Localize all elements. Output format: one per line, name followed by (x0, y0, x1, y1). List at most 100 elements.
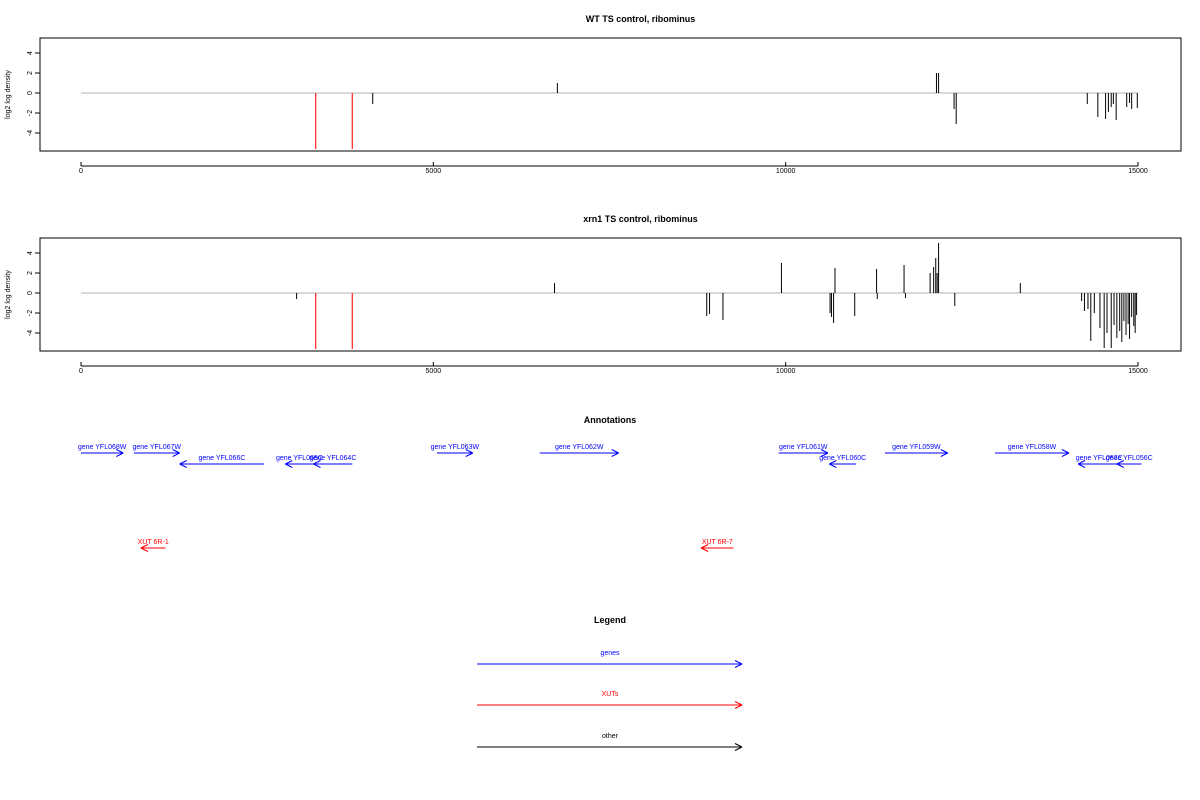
arrow-head (829, 463, 837, 468)
y-tick-label: 2 (27, 271, 34, 275)
y-axis-label: log2 log density (5, 70, 12, 119)
feature-label: gene YFL060C (819, 455, 866, 462)
annotation-feature: gene YFL068W (78, 444, 127, 457)
arrow-head (285, 463, 293, 468)
arrow-head (1061, 449, 1070, 454)
arrow-head (116, 449, 124, 454)
y-tick-label: 2 (27, 71, 34, 75)
feature-label: gene YFL059W (892, 444, 941, 451)
y-tick-label: 4 (27, 251, 34, 255)
arrow-head (1116, 460, 1125, 465)
y-tick-label: 0 (27, 91, 34, 95)
legend-item-XUTs: XUTs (477, 691, 743, 709)
arrow-head (116, 452, 124, 457)
feature-label: gene YFL061W (779, 444, 828, 451)
arrow-head (734, 660, 743, 665)
annotation-feature: gene YFL062W (539, 444, 619, 457)
arrow-head (734, 704, 743, 709)
y-tick-label: 4 (27, 51, 34, 55)
x-axis: 0 5000 10000 15000 (79, 362, 1148, 375)
arrow-head (179, 460, 187, 465)
annotation-feature: XUT 6R-7 (700, 539, 734, 552)
arrow-head (285, 460, 293, 465)
annotation-feature: gene YFL065C (276, 455, 323, 468)
y-tick-label: -4 (27, 330, 34, 336)
annotations-panel: Annotations gene YFL068W gene YFL067W gene … (78, 415, 1153, 552)
annotation-feature: gene YFL063W (431, 444, 480, 457)
legend-label: XUTs (602, 691, 619, 698)
legend-item-genes: genes (477, 650, 743, 668)
legend-label: genes (600, 650, 620, 657)
x-axis: 0 5000 10000 15000 (79, 162, 1148, 175)
arrow-head (140, 547, 149, 552)
arrow-head (1077, 460, 1086, 465)
y-tick-label: -2 (27, 310, 34, 316)
arrow-head (313, 463, 321, 468)
arrow-head (1061, 452, 1070, 457)
annotation-feature: gene YFL056C (1106, 455, 1153, 468)
legend-title: Legend (594, 615, 626, 625)
track-panel-1: WT TS control, ribominus -4 -2 0 2 4 log2 log … (5, 14, 1182, 175)
arrow-head (940, 449, 948, 454)
plot-frame (39, 237, 1182, 352)
arrow-head (829, 460, 837, 465)
arrow-head (820, 449, 829, 454)
x-tick-label: 0 (79, 168, 83, 175)
track-panel-2: xrn1 TS control, ribominus -4 -2 0 2 4 log2 lo… (5, 214, 1182, 375)
annotation-feature: gene YFL066C (179, 455, 265, 468)
annotation-feature: gene YFL067W (132, 444, 181, 457)
arrow-head (313, 460, 321, 465)
arrow-head (140, 544, 149, 549)
y-tick-label: -2 (27, 110, 34, 116)
annotation-feature: XUT 6R-1 (138, 539, 169, 552)
y-tick-label: 0 (27, 291, 34, 295)
feature-label: gene YFL066C (198, 455, 245, 462)
arrow-head (734, 663, 743, 668)
x-tick-label: 15000 (1128, 168, 1148, 175)
feature-label: gene YFL057C (1076, 455, 1123, 462)
y-tick-label: -4 (27, 130, 34, 136)
arrow-head (700, 547, 709, 552)
arrow-head (734, 743, 743, 748)
annotation-feature: gene YFL064C (309, 455, 356, 468)
feature-label: gene YFL062W (555, 444, 604, 451)
annotation-feature: gene YFL060C (819, 455, 866, 468)
bars (315, 73, 1138, 149)
arrow-head (820, 452, 829, 457)
y-axis-label: log2 log density (5, 270, 12, 319)
x-tick-label: 10000 (776, 368, 796, 375)
arrow-head (172, 449, 180, 454)
arrow-head (734, 701, 743, 706)
x-tick-label: 10000 (776, 168, 796, 175)
chart-title: WT TS control, ribominus (586, 14, 696, 24)
feature-label: gene YFL058W (1008, 444, 1057, 451)
arrow-head (734, 746, 743, 751)
annotations-title: Annotations (584, 415, 637, 425)
x-tick-label: 5000 (426, 168, 442, 175)
arrow-head (700, 544, 709, 549)
arrow-head (1116, 463, 1125, 468)
feature-label: gene YFL063W (431, 444, 480, 451)
plot-frame (39, 37, 1182, 152)
arrow-head (611, 449, 619, 454)
chart-title: xrn1 TS control, ribominus (583, 214, 698, 224)
feature-label: gene YFL065C (276, 455, 323, 462)
feature-label: gene YFL056C (1106, 455, 1153, 462)
arrow-head (611, 452, 619, 457)
annotation-feature: gene YFL058W (994, 444, 1070, 457)
feature-label: gene YFL067W (132, 444, 181, 451)
arrow-head (465, 452, 474, 457)
x-tick-label: 5000 (426, 368, 442, 375)
arrow-head (1077, 463, 1086, 468)
annotation-feature: gene YFL061W (778, 444, 829, 457)
annotation-feature: gene YFL059W (885, 444, 948, 457)
bars (296, 243, 1138, 349)
feature-label: gene YFL068W (78, 444, 127, 451)
legend: Legend genes XUTs other (477, 615, 743, 751)
arrow-head (179, 463, 187, 468)
feature-label: XUT 6R-1 (138, 539, 169, 546)
arrow-head (940, 452, 948, 457)
arrow-head (172, 452, 180, 457)
feature-label: XUT 6R-7 (702, 539, 733, 546)
